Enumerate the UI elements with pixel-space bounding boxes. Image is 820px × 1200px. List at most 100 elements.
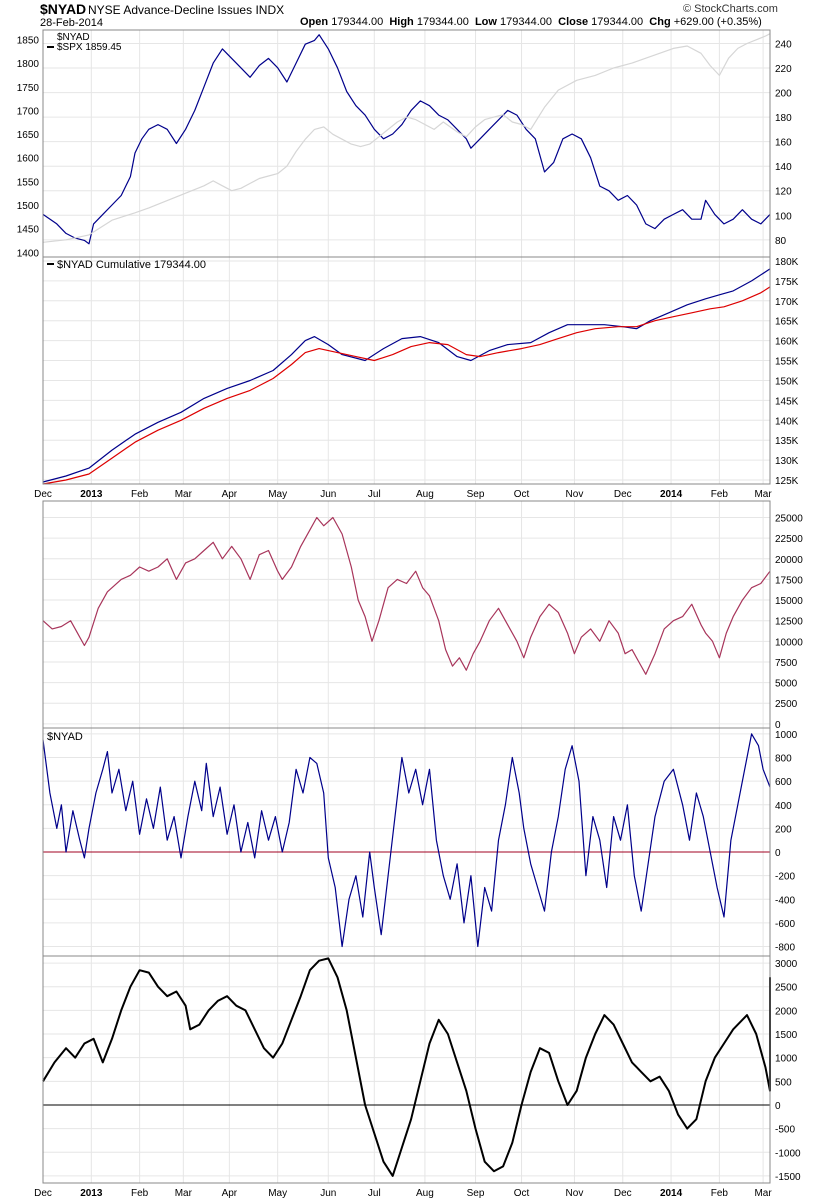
series-line-nyad-cumulative — [42, 268, 771, 483]
chart-symbol: $NYAD — [40, 1, 87, 17]
y-tick-label-right: 220 — [775, 64, 792, 75]
open-label: Open — [300, 16, 329, 28]
y-tick-label-left: 1700 — [17, 106, 40, 117]
y-tick-label-left: 1550 — [17, 177, 40, 188]
y-tick-label-right: 3000 — [775, 959, 798, 970]
y-tick-label-right: -200 — [775, 872, 795, 883]
y-tick-label-right: 5000 — [775, 679, 798, 690]
chart-security-name: NYSE Advance-Decline Issues — [88, 3, 253, 17]
x-axis-label: Dec — [614, 489, 632, 500]
y-tick-label-right: 155K — [775, 357, 799, 368]
open-value: 179344.00 — [331, 16, 384, 28]
x-axis-label: Dec — [34, 489, 52, 500]
y-tick-label-right: 160K — [775, 337, 799, 348]
x-axis-label: Aug — [416, 1188, 434, 1199]
x-axis-label: Jun — [320, 1188, 336, 1199]
x-axis-label: Feb — [131, 489, 149, 500]
y-tick-label-right: 0 — [775, 1101, 781, 1112]
y-tick-label-right: 170K — [775, 297, 799, 308]
y-tick-label-right: 180K — [775, 257, 799, 268]
x-axis-label: Jul — [368, 1188, 381, 1199]
series-line-oscillator — [42, 516, 771, 675]
panel-border — [42, 256, 771, 485]
y-tick-label-left: 1400 — [17, 248, 40, 259]
x-axis-label: Mar — [175, 489, 193, 500]
y-tick-label-left: 1750 — [17, 83, 40, 94]
x-axis-label: Jun — [320, 489, 336, 500]
y-tick-label-right: 135K — [775, 436, 799, 447]
x-axis-label: 2014 — [660, 489, 683, 500]
y-tick-label-right: 165K — [775, 317, 799, 328]
x-axis-label: Apr — [222, 489, 238, 500]
x-axis-label: Nov — [566, 1188, 584, 1199]
y-tick-label-right: 80 — [775, 236, 787, 247]
y-tick-label-right: 2500 — [775, 983, 798, 994]
y-tick-label-left: 1800 — [17, 59, 40, 70]
x-axis-label: Apr — [222, 1188, 238, 1199]
chg-value: +629.00 (+0.35%) — [673, 16, 762, 28]
y-tick-label-right: 160 — [775, 138, 792, 149]
y-tick-label-right: 240 — [775, 39, 792, 50]
panel-border — [42, 955, 771, 1184]
y-tick-label-right: -1500 — [775, 1172, 801, 1183]
y-tick-label-right: 120 — [775, 187, 792, 198]
ohlc-readout: Open 179344.00 High 179344.00 Low 179344… — [300, 16, 762, 28]
y-tick-label-right: 150K — [775, 376, 799, 387]
y-tick-label-right: 180 — [775, 113, 792, 124]
x-axis-label: Nov — [566, 489, 584, 500]
y-tick-label-left: 1500 — [17, 201, 40, 212]
y-tick-label-right: -500 — [775, 1125, 795, 1136]
x-axis-label: Sep — [467, 489, 485, 500]
y-tick-label-right: 7500 — [775, 658, 798, 669]
y-tick-label-right: 10000 — [775, 637, 803, 648]
high-value: 179344.00 — [416, 16, 469, 28]
y-tick-label-right: 140 — [775, 162, 792, 173]
x-axis-label: Jul — [368, 489, 381, 500]
x-axis-label: Feb — [711, 1188, 729, 1199]
x-axis-label: Oct — [514, 1188, 530, 1199]
y-tick-label-right: 1000 — [775, 1054, 798, 1065]
x-axis-label: Dec — [614, 1188, 632, 1199]
x-axis-label: Oct — [514, 489, 530, 500]
panel-border — [42, 727, 771, 957]
y-tick-label-right: 140K — [775, 416, 799, 427]
y-tick-label-right: 12500 — [775, 617, 803, 628]
y-tick-label-left: 1650 — [17, 130, 40, 141]
y-tick-label-right: 100 — [775, 211, 792, 222]
y-tick-label-right: 200 — [775, 824, 792, 835]
y-tick-label-right: 600 — [775, 777, 792, 788]
series-line-summation — [42, 957, 771, 1177]
low-label: Low — [474, 16, 497, 28]
y-tick-label-left: 1450 — [17, 225, 40, 236]
y-tick-label-right: 175K — [775, 277, 799, 288]
y-tick-label-right: 500 — [775, 1077, 792, 1088]
y-tick-label-right: 0 — [775, 848, 781, 859]
y-tick-label-left: 1600 — [17, 154, 40, 165]
high-label: High — [389, 16, 414, 28]
y-tick-label-right: 800 — [775, 754, 792, 765]
x-axis-label: May — [268, 489, 287, 500]
panel-title-cumulative: $NYAD Cumulative 179344.00 — [57, 259, 206, 271]
low-value: 179344.00 — [500, 16, 553, 28]
series-line-nyad — [42, 733, 771, 948]
y-tick-label-right: -1000 — [775, 1148, 801, 1159]
y-tick-label-right: 125K — [775, 476, 799, 487]
chart-exchange: INDX — [255, 3, 285, 17]
x-axis-label: 2013 — [80, 1188, 103, 1199]
y-tick-label-right: 1500 — [775, 1030, 798, 1041]
x-axis-label: 2013 — [80, 489, 103, 500]
series-line-moving-average — [42, 286, 771, 485]
y-tick-label-right: 15000 — [775, 596, 803, 607]
x-axis-label: May — [268, 1188, 287, 1199]
panel-border — [42, 500, 771, 729]
y-tick-label-right: 22500 — [775, 534, 803, 545]
y-tick-label-right: 1000 — [775, 730, 798, 741]
chg-label: Chg — [649, 16, 671, 28]
y-tick-label-right: 0 — [775, 720, 781, 731]
y-tick-label-right: 200 — [775, 89, 792, 100]
y-tick-label-right: -400 — [775, 895, 795, 906]
y-tick-label-right: 2000 — [775, 1006, 798, 1017]
close-value: 179344.00 — [591, 16, 644, 28]
y-tick-label-right: -600 — [775, 919, 795, 930]
